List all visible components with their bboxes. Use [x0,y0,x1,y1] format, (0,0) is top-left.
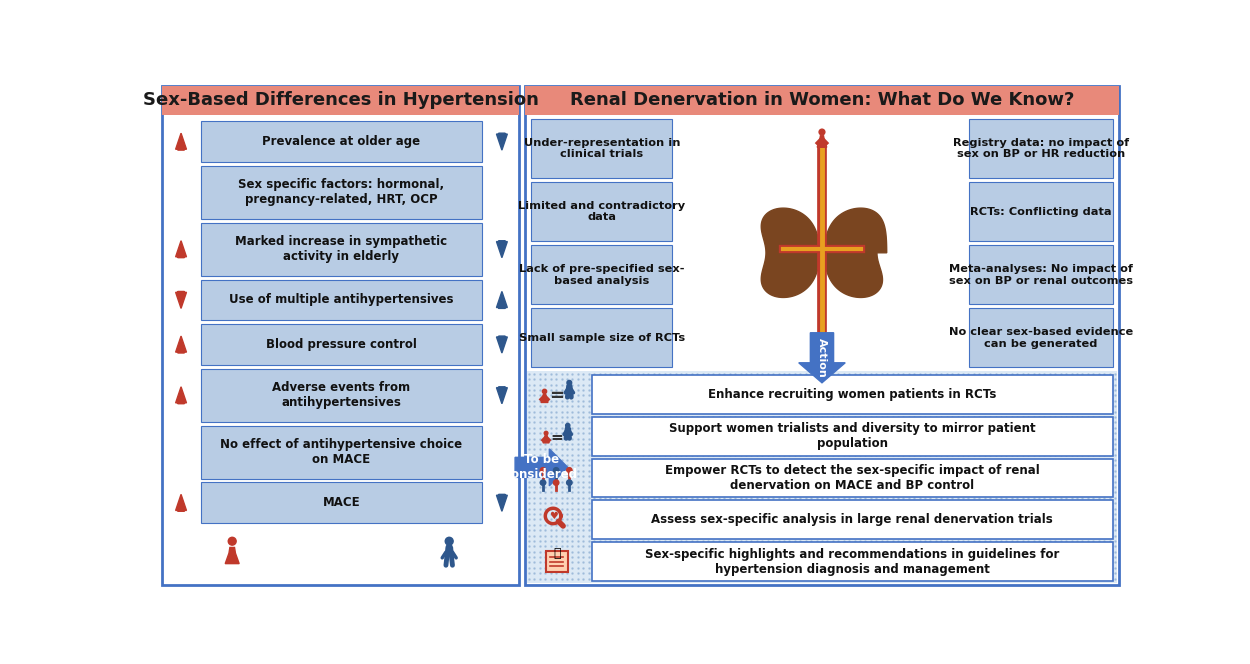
Polygon shape [496,241,508,258]
Text: Sex-Based Differences in Hypertension: Sex-Based Differences in Hypertension [142,92,539,110]
Polygon shape [761,208,820,297]
Bar [591,501,1112,539]
Text: Prevalence at older age: Prevalence at older age [262,135,420,148]
Bar [969,308,1112,367]
Bar [201,280,481,320]
Polygon shape [496,336,508,353]
Bar [526,371,1118,583]
Polygon shape [175,133,186,150]
Text: Sex-specific highlights and recommendations in guidelines for
hypertension diagn: Sex-specific highlights and recommendati… [645,548,1060,576]
Polygon shape [568,386,571,391]
Polygon shape [175,291,186,308]
Text: Sex specific factors: hormonal,
pregnancy-related, HRT, OCP: Sex specific factors: hormonal, pregnanc… [239,179,445,207]
Text: Meta-analyses: No impact of
sex on BP or renal outcomes: Meta-analyses: No impact of sex on BP or… [949,264,1132,286]
Text: MACE: MACE [322,496,360,509]
Bar [162,86,519,115]
Polygon shape [496,387,508,404]
Text: No clear sex-based evidence
can be generated: No clear sex-based evidence can be gener… [949,327,1132,349]
Text: Lack of pre-specified sex-
based analysis: Lack of pre-specified sex- based analysi… [519,264,685,286]
Polygon shape [496,495,508,511]
Polygon shape [541,394,548,402]
Circle shape [566,467,572,473]
Bar [531,182,672,241]
Bar [201,426,481,479]
Circle shape [554,480,559,485]
Polygon shape [175,336,186,353]
Text: Under-representation in
clinical trials: Under-representation in clinical trials [524,137,680,159]
Circle shape [229,537,236,545]
Bar [531,245,672,304]
Bar [546,551,568,572]
Bar [531,119,672,178]
Polygon shape [818,135,826,147]
Bar [969,182,1112,241]
Polygon shape [515,449,568,486]
Circle shape [819,129,825,135]
Circle shape [544,432,548,435]
Text: RCTs: Conflicting data: RCTs: Conflicting data [970,207,1111,216]
Text: Adverse events from
antihypertensives: Adverse events from antihypertensives [272,381,410,409]
Text: Limited and contradictory
data: Limited and contradictory data [519,201,685,222]
Circle shape [554,467,559,473]
Bar [201,369,481,422]
Polygon shape [446,546,452,555]
Bar [591,375,1112,414]
Bar [201,166,481,219]
Polygon shape [496,133,508,150]
Bar [201,122,481,162]
Polygon shape [175,495,186,511]
Text: Assess sex-specific analysis in large renal denervation trials: Assess sex-specific analysis in large re… [651,513,1052,527]
Text: Use of multiple antihypertensives: Use of multiple antihypertensives [229,293,454,306]
Polygon shape [175,387,186,404]
Bar [201,483,481,523]
Text: =: = [550,387,565,405]
Text: 📊: 📊 [554,547,561,560]
Bar [525,86,1119,115]
Text: Registry data: no impact of
sex on BP or HR reduction: Registry data: no impact of sex on BP or… [952,137,1129,159]
Polygon shape [799,333,845,382]
Circle shape [566,424,570,428]
Text: Action: Action [818,338,828,378]
Bar [525,86,1119,585]
Bar [162,86,519,585]
Text: To be
considered: To be considered [505,454,578,481]
Bar [969,119,1112,178]
Polygon shape [824,208,886,297]
Text: Small sample size of RCTs: Small sample size of RCTs [519,333,685,343]
Bar [201,222,481,276]
Circle shape [540,467,546,473]
Circle shape [542,389,546,394]
Text: Empower RCTs to detect the sex-specific impact of renal
denervation on MACE and : Empower RCTs to detect the sex-specific … [665,464,1040,492]
Circle shape [566,480,572,485]
Text: ♥: ♥ [549,511,558,521]
Text: Blood pressure control: Blood pressure control [266,338,418,351]
Circle shape [568,380,571,385]
Text: Renal Denervation in Women: What Do We Know?: Renal Denervation in Women: What Do We K… [570,92,1074,110]
Bar [591,459,1112,497]
Text: Support women trialists and diversity to mirror patient
population: Support women trialists and diversity to… [669,422,1035,450]
Polygon shape [566,428,570,433]
Bar [201,324,481,365]
Bar [591,542,1112,581]
Bar [531,308,672,367]
Text: No effect of antihypertensive choice
on MACE: No effect of antihypertensive choice on … [220,438,462,466]
Bar [969,245,1112,304]
Text: Marked increase in sympathetic
activity in elderly: Marked increase in sympathetic activity … [235,235,448,263]
Polygon shape [496,291,508,308]
Text: =: = [550,430,564,446]
Circle shape [540,480,546,485]
Bar [591,417,1112,456]
Polygon shape [175,241,186,258]
Polygon shape [225,547,239,564]
Circle shape [445,537,454,545]
Text: Enhance recruiting women patients in RCTs: Enhance recruiting women patients in RCT… [707,388,996,401]
Polygon shape [542,436,549,443]
